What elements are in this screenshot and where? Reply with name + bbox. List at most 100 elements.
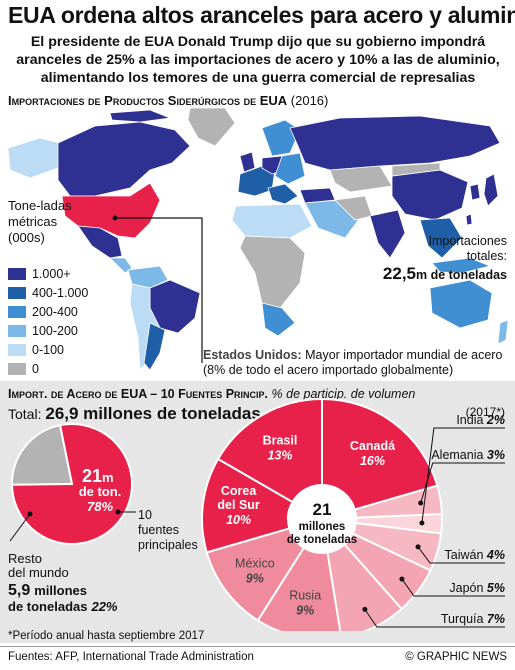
donut-outer-pct: 5% — [487, 581, 505, 595]
legend-label: 0 — [32, 362, 39, 376]
legend-item-100-200: 100-200 — [8, 323, 78, 339]
legend-swatch — [8, 325, 26, 337]
donut-outer-pct: 7% — [487, 612, 505, 626]
legend-item-200-400: 200-400 — [8, 304, 78, 320]
donut-label-name: Canadá — [350, 439, 395, 453]
map-mexico — [77, 225, 123, 259]
map-new-zealand — [497, 319, 509, 345]
top10-label-line-3: principales — [138, 538, 198, 552]
donut-center-label-2: de toneladas — [287, 534, 357, 546]
donut-hole — [289, 486, 355, 552]
map-heading-year: (2016) — [290, 93, 329, 108]
divider — [0, 646, 515, 647]
legend-label: 100-200 — [32, 324, 78, 338]
legend-swatch — [8, 306, 26, 318]
map-russia — [289, 115, 501, 171]
legend-item-1000-plus: 1.000+ — [8, 266, 71, 282]
map-australia — [429, 279, 493, 329]
map-eastern-europe — [274, 152, 306, 185]
period-mark: (2017*) — [465, 405, 505, 419]
world-map — [7, 108, 509, 372]
map-usa — [61, 182, 161, 239]
donut-label-pct: 9% — [246, 571, 264, 585]
map-italy-balkans — [267, 183, 299, 205]
usa-note-text: Mayor importador mundial de acero (8% de… — [203, 348, 503, 377]
map-taiwan — [465, 213, 473, 226]
sources: Fuentes: AFP, International Trade Admini… — [8, 651, 254, 663]
leader-line — [401, 578, 505, 597]
pie-small-unit: de ton. — [79, 484, 122, 499]
map-uk — [239, 151, 256, 173]
donut-label-name: Rusia — [289, 588, 321, 602]
rest-unit-a: millones — [34, 583, 87, 598]
pie-slice-10-fuentes-principales — [10, 423, 133, 545]
map-alaska — [7, 137, 61, 179]
donut-label-name: México — [235, 556, 275, 570]
credit: © GRAPHIC NEWS — [405, 651, 507, 663]
imports-total-value: 22,5m de toneladas — [383, 265, 507, 283]
rest-label-line-1: Resto — [8, 551, 42, 566]
pie-small-amount: 21m — [82, 466, 114, 486]
usa-callout-dot — [112, 215, 118, 221]
total-value: 26,9 millones de toneladas — [45, 404, 261, 423]
leader-dot — [419, 520, 425, 526]
map-kazakhstan — [329, 165, 393, 193]
legend-item-0-100: 0-100 — [8, 342, 64, 358]
usa-note: Estados Unidos: Mayor importador mundial… — [203, 348, 509, 378]
rest-pct: 22% — [90, 599, 117, 614]
map-southeast-asia — [419, 217, 463, 259]
donut-label-name: Brasil — [263, 433, 298, 447]
map-japan — [483, 173, 499, 207]
donut-outer-pct: 4% — [486, 548, 505, 562]
donut-outer-label: Turquía 7% — [441, 612, 505, 626]
legend-swatch — [8, 363, 26, 375]
map-central-africa — [239, 235, 306, 309]
map-heading: Importaciones de Productos Siderúrgicos … — [8, 93, 328, 108]
pie-small-pct: 78% — [87, 499, 113, 514]
map-arctic-islands — [109, 109, 172, 123]
map-china — [391, 169, 469, 221]
donut-outer-pct: 3% — [487, 448, 505, 462]
rest-label-line-2: del mundo — [8, 565, 69, 580]
imports-heading-note: % de particip. de volumen — [271, 387, 416, 401]
donut-center-label-1: millones — [299, 521, 346, 533]
donut-label-pct: 13% — [267, 448, 292, 462]
leader-line — [364, 609, 505, 628]
top10-label-line-1: 10 — [138, 508, 152, 522]
legend-swatch — [8, 268, 26, 280]
imports-total-unit: m de toneladas — [416, 268, 507, 282]
map-heading-text: Importaciones de Productos Siderúrgicos … — [8, 93, 288, 108]
legend-label: 0-100 — [32, 343, 64, 357]
donut-slice-corea-del-sur — [201, 457, 294, 554]
usa-callout-line — [115, 217, 203, 363]
legend-label: 200-400 — [32, 305, 78, 319]
legend-item-400-1000: 400-1.000 — [8, 285, 88, 301]
imports-heading: Import. de Acero de EUA – 10 Fuentes Pri… — [8, 387, 415, 401]
donut-slice-turquía — [326, 543, 403, 631]
map-india — [369, 209, 406, 259]
legend-swatch — [8, 344, 26, 356]
map-central-america — [109, 257, 133, 274]
leader-line — [417, 546, 505, 564]
donut-outer-label: Alemania 3% — [431, 448, 505, 462]
map-south-africa — [261, 302, 296, 337]
donut-label-pct: 10% — [226, 513, 251, 527]
map-greenland — [187, 108, 236, 147]
legend-label: 1.000+ — [32, 267, 71, 281]
legend-label: 400-1.000 — [32, 286, 89, 300]
legend-swatch — [8, 287, 26, 299]
total-line: Total: 26,9 millones de toneladas — [8, 404, 261, 424]
footnote: *Período anual hasta septiembre 2017 — [8, 630, 205, 642]
pie-small-amount-unit: m — [102, 470, 114, 485]
imports-heading-text: Import. de Acero de EUA – 10 Fuentes Pri… — [8, 387, 269, 401]
imports-total-label: Importaciones totales: — [428, 234, 507, 263]
rest-unit-b: de toneladas 22% — [8, 599, 118, 614]
total-label: Total: — [8, 406, 42, 422]
map-argentina — [143, 322, 166, 371]
donut-label-pct: 16% — [360, 454, 385, 468]
rest-amount: 5,9 millones — [8, 582, 87, 599]
